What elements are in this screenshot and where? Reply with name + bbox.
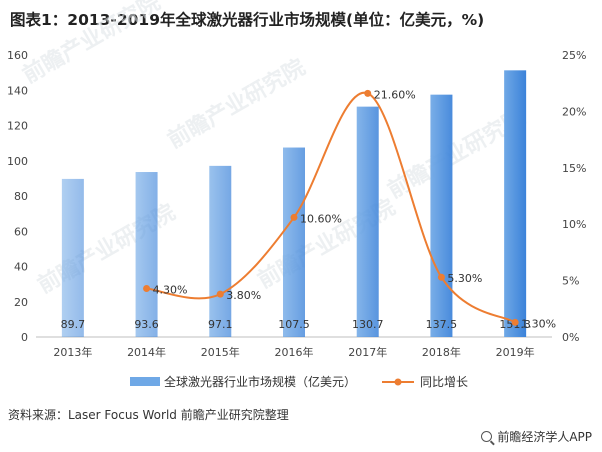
y-left-tick-label: 40 bbox=[14, 261, 28, 274]
growth-value-label: 21.60% bbox=[374, 88, 416, 101]
bar-value-label: 107.5 bbox=[278, 318, 310, 331]
y-left-tick-label: 20 bbox=[14, 296, 28, 309]
watermark-text: 前瞻产业研究院 bbox=[18, 0, 164, 89]
bar bbox=[283, 147, 305, 337]
y-left-tick-label: 120 bbox=[7, 120, 28, 133]
source-note: 资料来源：Laser Focus World 前瞻产业研究院整理 bbox=[8, 408, 289, 422]
bar bbox=[356, 106, 379, 337]
brand-label: 前瞻经济学人APP bbox=[497, 430, 592, 444]
growth-point bbox=[216, 290, 224, 298]
growth-point bbox=[364, 89, 372, 97]
y-right-tick-label: 0% bbox=[562, 331, 579, 344]
y-right-tick-label: 5% bbox=[562, 275, 579, 288]
y-right-tick-label: 20% bbox=[562, 105, 586, 118]
bar bbox=[504, 70, 527, 338]
y-left-tick-label: 100 bbox=[7, 155, 28, 168]
growth-value-label: 5.30% bbox=[447, 272, 482, 285]
y-left-tick-label: 160 bbox=[7, 49, 28, 62]
bar-value-label: 89.7 bbox=[61, 318, 86, 331]
x-tick-label: 2019年 bbox=[496, 345, 535, 359]
chart-title: 图表1：2013-2019年全球激光器行业市场规模(单位：亿美元，%) bbox=[10, 11, 485, 29]
bar-value-label: 137.5 bbox=[426, 318, 458, 331]
growth-point bbox=[437, 273, 445, 281]
search-icon bbox=[481, 431, 493, 442]
y-right-tick-label: 25% bbox=[562, 49, 586, 62]
bar bbox=[209, 165, 232, 337]
growth-value-label: 1.30% bbox=[521, 317, 556, 330]
y-left-tick-label: 80 bbox=[14, 190, 28, 203]
y-left-tick-label: 140 bbox=[7, 84, 28, 97]
y-left-tick-label: 0 bbox=[21, 331, 28, 344]
legend-bar-swatch bbox=[130, 377, 160, 386]
y-right-tick-label: 10% bbox=[562, 218, 586, 231]
bar-value-label: 93.6 bbox=[134, 318, 159, 331]
growth-point bbox=[143, 284, 151, 292]
legend: 全球激光器行业市场规模（亿美元） 同比增长 bbox=[130, 374, 468, 389]
x-tick-label: 2013年 bbox=[53, 345, 92, 359]
brand-footer: 前瞻经济学人APP bbox=[481, 428, 592, 445]
x-tick-label: 2018年 bbox=[422, 345, 461, 359]
watermark-text: 前瞻产业研究院 bbox=[163, 54, 309, 154]
y-right-tick-label: 15% bbox=[562, 162, 586, 175]
x-tick-label: 2014年 bbox=[127, 345, 166, 359]
growth-point bbox=[290, 213, 298, 221]
x-tick-label: 2015年 bbox=[201, 345, 240, 359]
growth-value-label: 3.80% bbox=[226, 289, 261, 302]
growth-point bbox=[511, 318, 519, 326]
bar-value-label: 97.1 bbox=[208, 318, 233, 331]
x-tick-label: 2017年 bbox=[348, 345, 387, 359]
legend-line-marker bbox=[394, 378, 402, 386]
bar bbox=[61, 178, 84, 337]
growth-value-label: 10.60% bbox=[300, 212, 342, 225]
legend-line-label: 同比增长 bbox=[420, 375, 468, 389]
bar bbox=[430, 94, 453, 337]
x-tick-label: 2016年 bbox=[275, 345, 314, 359]
bar bbox=[135, 172, 158, 337]
growth-value-label: 4.30% bbox=[153, 283, 188, 296]
bar-value-label: 130.7 bbox=[352, 318, 384, 331]
legend-bar-label: 全球激光器行业市场规模（亿美元） bbox=[164, 374, 356, 389]
y-left-tick-label: 60 bbox=[14, 225, 28, 238]
